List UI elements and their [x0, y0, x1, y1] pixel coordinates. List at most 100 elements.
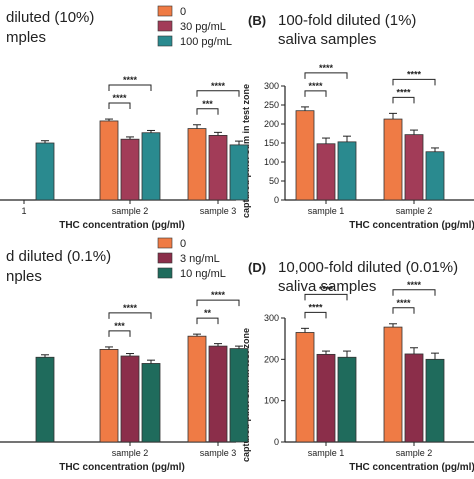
- panel-d-sig-bracket: [304, 311, 327, 319]
- panel-c-sig-bracket: [196, 299, 240, 307]
- panel-c-bar: [35, 356, 55, 443]
- panel-a-xtick-label: 1: [21, 206, 26, 216]
- legend-bottom-label-2: 10 ng/mL: [180, 268, 226, 280]
- panel-b-bar: [337, 141, 357, 201]
- panel-a-bar: [141, 132, 161, 201]
- panel-c-bar: [99, 349, 119, 443]
- panel-c-sig-bracket: [108, 312, 152, 319]
- panel-b-sig-label: ****: [319, 63, 334, 73]
- legend-top-label-2: 100 pg/mL: [180, 36, 232, 48]
- panel-d-sig-label: ****: [308, 302, 323, 312]
- panel-a-sig-label: ***: [202, 99, 213, 109]
- panel-b-ytick-label: 250: [264, 100, 279, 110]
- panel-a-bar: [99, 120, 119, 201]
- panel-d-bar: [316, 353, 336, 443]
- panel-d-xtick-label: sample 1: [308, 448, 345, 458]
- panel-b-bar: [295, 110, 315, 201]
- panel-d-sig-label: ****: [407, 280, 422, 290]
- panel-d-bar: [295, 332, 315, 443]
- panel-c-sig-label: ****: [123, 303, 138, 313]
- legend-top-swatch-1: [157, 20, 173, 32]
- panel-d-bar: [425, 358, 445, 443]
- panel-b-sig-bracket: [392, 96, 415, 104]
- panel-b-sig-label: ****: [396, 87, 411, 97]
- panel-a-sig-label: ****: [112, 93, 127, 103]
- panel-b-bar: [404, 134, 424, 201]
- panel-c-bar: [208, 345, 228, 443]
- legend-top: 0 30 pg/mL 100 pg/mL: [157, 5, 232, 48]
- panel-a-xtick-label: sample 2: [112, 206, 149, 216]
- panel-b-title-line2: saliva samples: [278, 31, 376, 48]
- legend-top-swatch-0: [157, 5, 173, 17]
- panel-b-xtick-label: sample 2: [396, 206, 433, 216]
- panel-a-sig-bracket: [196, 108, 219, 115]
- panel-a-bar: [187, 128, 207, 201]
- panel-a-sig-bracket: [108, 102, 131, 110]
- chart-marks: 1 sample 2 sample 3***************05010015…: [21, 63, 445, 458]
- panel-a-bar: [120, 138, 140, 201]
- panel-a-sig-bracket: [196, 90, 240, 97]
- legend-bottom-swatch-1: [157, 252, 173, 264]
- legend-top-label-1: 30 pg/mL: [180, 21, 226, 33]
- panel-d-title-line1: 10,000-fold diluted (0.01%): [278, 259, 458, 276]
- panel-c-bar: [187, 335, 207, 443]
- panel-c-bar: [229, 348, 249, 443]
- panel-b-letter: (B): [248, 13, 266, 28]
- panel-d-bar: [404, 353, 424, 443]
- panel-d-bar: [337, 356, 357, 443]
- panel-b-xtick-label: sample 1: [308, 206, 345, 216]
- panel-d-ytick-label: 0: [274, 437, 279, 447]
- panel-d-sig-bracket: [392, 289, 436, 296]
- panel-b-ytick-label: 200: [264, 119, 279, 129]
- panel-b-xlabel: THC concentration (pg/ml): [349, 220, 474, 231]
- panel-a-sig-bracket: [108, 84, 152, 92]
- panel-a-xtick-label: sample 3: [200, 206, 237, 216]
- panel-c-sig-label: ****: [211, 290, 226, 300]
- panel-d-title-line2: saliva samples: [278, 278, 376, 295]
- panel-b-ytick-label: 150: [264, 138, 279, 148]
- panel-b-bar: [383, 118, 403, 201]
- panel-a-bar: [229, 144, 249, 201]
- panel-c-bar: [141, 363, 161, 443]
- panel-b-title-line1: 100-fold diluted (1%): [278, 12, 416, 29]
- panel-c-xlabel: THC concentration (pg/ml): [59, 462, 185, 473]
- panel-b-sig-bracket: [304, 90, 327, 97]
- panel-a-title-line2: mples: [6, 29, 46, 46]
- panel-d-sig-label: ****: [319, 284, 334, 294]
- panel-d-xtick-label: sample 2: [396, 448, 433, 458]
- panel-d-xlabel: THC concentration (pg/ml): [349, 462, 474, 473]
- panel-b-ytick-label: 0: [274, 195, 279, 205]
- panel-b-ytick-label: 100: [264, 157, 279, 167]
- panel-c-bar: [120, 355, 140, 443]
- panel-c-xtick-label: sample 3: [200, 448, 237, 458]
- legend-bottom: 0 3 ng/mL 10 ng/mL: [157, 237, 226, 280]
- panel-d-ytick-label: 300: [264, 313, 279, 323]
- panel-b-sig-label: ****: [308, 81, 323, 91]
- panel-d-sig-bracket: [392, 307, 415, 314]
- panel-d-sig-bracket: [304, 293, 348, 301]
- panel-c-sig-bracket: [196, 317, 219, 325]
- panel-d-bar: [383, 326, 403, 443]
- legend-bottom-label-1: 3 ng/mL: [180, 253, 220, 265]
- panel-c-sig-label: ***: [114, 321, 125, 331]
- panel-b-sig-label: ****: [407, 69, 422, 79]
- panel-c-xtick-label: sample 2: [112, 448, 149, 458]
- legend-top-label-0: 0: [180, 6, 186, 18]
- panel-b-sig-bracket: [304, 72, 348, 79]
- legend-bottom-swatch-0: [157, 237, 173, 249]
- panel-a-sig-label: ****: [211, 81, 226, 91]
- panel-a-xlabel: THC concentration (pg/ml): [59, 220, 185, 231]
- panel-a-bar: [35, 142, 55, 201]
- panel-a-bar: [208, 134, 228, 201]
- panel-d-sig-label: ****: [396, 298, 411, 308]
- panel-c-title-line1: d diluted (0.1%): [6, 248, 111, 265]
- panel-a-sig-label: ****: [123, 75, 138, 85]
- panel-c-sig-bracket: [108, 330, 131, 337]
- panel-d-ytick-label: 100: [264, 396, 279, 406]
- panel-b-bar: [316, 143, 336, 201]
- legend-top-swatch-2: [157, 35, 173, 47]
- legend-bottom-swatch-2: [157, 267, 173, 279]
- panel-b-sig-bracket: [392, 78, 436, 86]
